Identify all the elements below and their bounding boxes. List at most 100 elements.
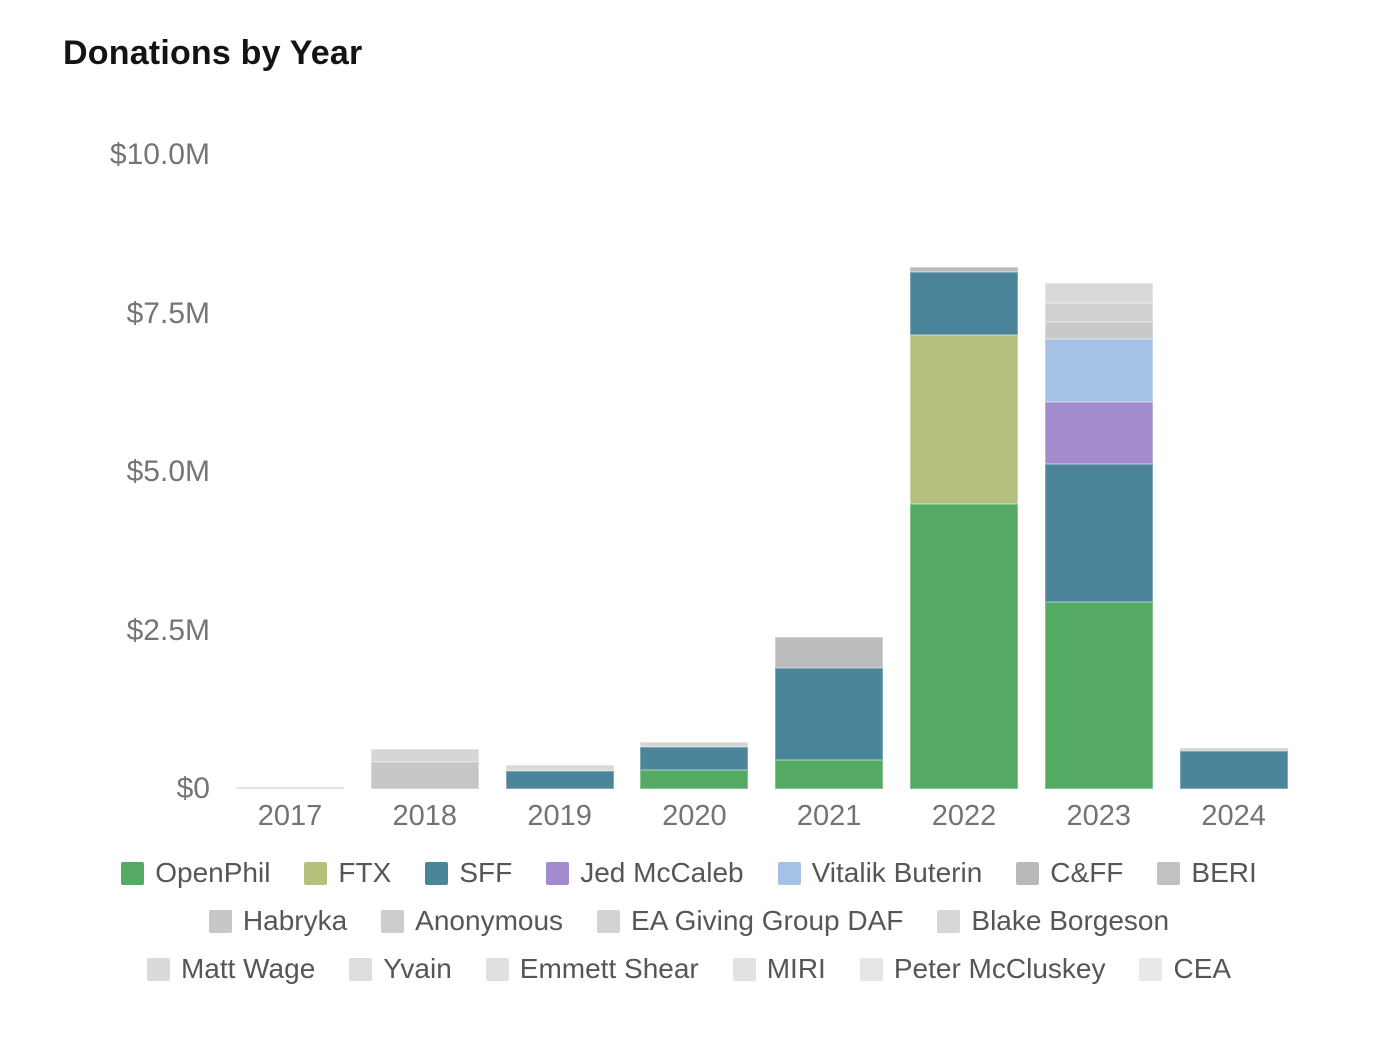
legend-label: Blake Borgeson (971, 905, 1170, 936)
legend-swatch-icon (597, 909, 621, 933)
bar-segment-gray[interactable] (1044, 321, 1153, 339)
bar-segment-sff[interactable] (910, 272, 1018, 336)
legend-item-c-ff[interactable]: C&FF (1016, 857, 1123, 889)
bar-segment-jed-mccaleb[interactable] (1044, 401, 1153, 464)
legend-swatch-icon (304, 861, 328, 885)
legend-row-2: Habryka Anonymous EA Giving Group DAF Blake… (0, 897, 1378, 945)
legend-label: C&FF (1050, 857, 1124, 888)
legend-swatch-icon (425, 861, 449, 885)
y-tick-label: $2.5M (126, 613, 210, 647)
legend-swatch-icon (381, 909, 405, 933)
legend-item-sff[interactable]: SFF (425, 857, 512, 889)
legend-item-emmett-shear[interactable]: Emmett Shear (485, 953, 699, 985)
legend-label: Vitalik Buterin (811, 857, 983, 888)
legend-label: OpenPhil (155, 857, 271, 888)
x-axis-label-2023: 2023 (1066, 800, 1132, 832)
bar-segment-openphil[interactable] (910, 503, 1018, 789)
x-axis-label-2017: 2017 (257, 800, 323, 832)
y-tick-label: $5.0M (126, 455, 210, 488)
bar-2019 (505, 764, 614, 789)
legend-item-anonymous[interactable]: Anonymous (381, 905, 563, 937)
bar-segment-gray-light[interactable] (640, 742, 749, 747)
legend-item-habryka[interactable]: Habryka (208, 905, 348, 937)
bar-segment-gray-lighter[interactable] (1044, 282, 1153, 304)
x-axis-label-2022: 2022 (931, 800, 997, 832)
legend-item-miri[interactable]: MIRI (732, 953, 826, 985)
legend-label: BERI (1191, 857, 1257, 888)
bar-segment-gray-light[interactable] (1179, 747, 1288, 751)
bar-segment-ftx[interactable] (910, 335, 1018, 504)
legend-item-matt-wage[interactable]: Matt Wage (146, 953, 316, 985)
legend: OpenPhil FTX SFF Jed McCaleb Vitalik Buterin… (0, 849, 1378, 993)
legend-swatch-icon (121, 861, 145, 885)
legend-swatch-icon (208, 909, 232, 933)
legend-swatch-icon (732, 957, 756, 981)
legend-swatch-icon (485, 957, 509, 981)
bar-segment-gray-light[interactable] (505, 764, 614, 772)
legend-item-blake-borgeson[interactable]: Blake Borgeson (937, 905, 1169, 937)
legend-label: Jed McCaleb (580, 857, 744, 888)
x-axis-label-2019: 2019 (527, 800, 592, 832)
bar-segment-vitalik-buterin[interactable] (1044, 338, 1153, 402)
legend-item-vitalik-buterin[interactable]: Vitalik Buterin (777, 857, 983, 889)
y-tick-label: $10.0M (109, 138, 210, 171)
bar-2017 (236, 787, 344, 789)
bar-segment-sff[interactable] (505, 771, 614, 789)
bar-segment-gray[interactable] (775, 636, 884, 668)
legend-item-ftx[interactable]: FTX (304, 857, 391, 889)
legend-swatch-icon (859, 957, 883, 981)
x-axis-label-2020: 2020 (662, 800, 727, 832)
y-tick-label: $0 (176, 772, 210, 805)
bar-2021 (775, 636, 884, 789)
legend-item-peter-mccluskey[interactable]: Peter McCluskey (859, 953, 1106, 985)
legend-label: MIRI (766, 953, 826, 984)
bar-segment-gray[interactable] (370, 762, 479, 789)
legend-label: Yvain (383, 953, 452, 984)
y-tick-label: $7.5M (126, 296, 210, 330)
bar-2018 (370, 749, 479, 789)
legend-swatch-icon (1139, 957, 1163, 981)
bar-segment-openphil[interactable] (1044, 602, 1153, 789)
legend-label: Habryka (242, 905, 348, 936)
legend-swatch-icon (937, 909, 961, 933)
x-axis-label-2018: 2018 (392, 800, 458, 832)
legend-label: Matt Wage (180, 953, 316, 984)
bar-2020 (640, 742, 749, 789)
chart-title: Donations by Year (63, 34, 363, 72)
bar-segment-gray[interactable] (910, 266, 1018, 273)
bar-2022 (910, 266, 1018, 789)
legend-item-beri[interactable]: BERI (1157, 857, 1257, 889)
legend-swatch-icon (1157, 861, 1181, 885)
legend-item-openphil[interactable]: OpenPhil (121, 857, 270, 889)
legend-item-jed-mccaleb[interactable]: Jed McCaleb (546, 857, 744, 889)
bar-segment-gray-light[interactable] (370, 749, 479, 763)
legend-label: SFF (459, 857, 513, 888)
legend-label: CEA (1173, 953, 1232, 984)
legend-label: Emmett Shear (519, 953, 699, 984)
legend-swatch-icon (146, 957, 170, 981)
legend-swatch-icon (349, 957, 373, 981)
legend-label: Peter McCluskey (893, 953, 1106, 984)
bar-segment-gray[interactable] (236, 787, 344, 789)
bar-2023 (1044, 282, 1153, 789)
legend-item-ea-giving-group-daf[interactable]: EA Giving Group DAF (597, 905, 903, 937)
legend-label: EA Giving Group DAF (631, 905, 904, 936)
legend-item-cea[interactable]: CEA (1139, 953, 1231, 985)
legend-label: FTX (338, 857, 392, 888)
bar-segment-openphil[interactable] (775, 759, 884, 789)
x-axis-label-2021: 2021 (796, 800, 862, 832)
legend-row-3: Matt Wage Yvain Emmett Shear MIRI Peter McCl… (0, 945, 1378, 993)
bar-segment-sff[interactable] (1044, 463, 1153, 602)
legend-swatch-icon (1016, 861, 1040, 885)
legend-swatch-icon (777, 861, 801, 885)
x-axis-label-2024: 2024 (1201, 800, 1266, 832)
bar-segment-gray-light[interactable] (1044, 303, 1153, 322)
legend-swatch-icon (546, 861, 570, 885)
bar-segment-sff[interactable] (1179, 751, 1288, 789)
legend-item-yvain[interactable]: Yvain (349, 953, 452, 985)
legend-row-1: OpenPhil FTX SFF Jed McCaleb Vitalik Buterin… (0, 849, 1378, 897)
bar-2024 (1179, 747, 1288, 789)
bar-segment-sff[interactable] (775, 667, 884, 760)
bar-segment-sff[interactable] (640, 746, 749, 770)
bar-segment-openphil[interactable] (640, 770, 749, 789)
